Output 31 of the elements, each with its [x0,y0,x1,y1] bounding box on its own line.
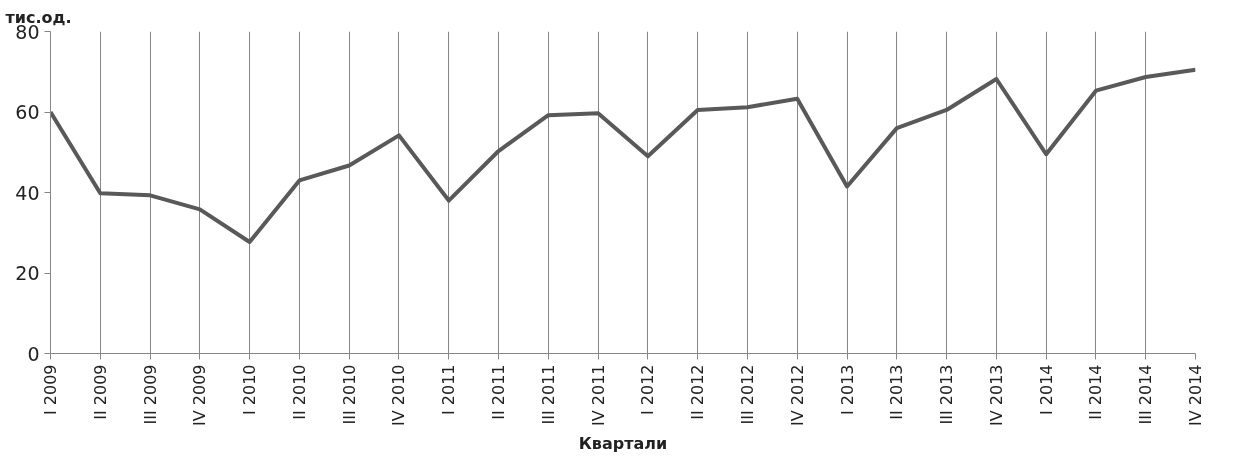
x-tick-label: III 2013 [937,364,957,425]
x-tick-label: I 2011 [439,364,459,416]
x-tick-label: III 2010 [339,364,359,425]
x-tick-label: I 2013 [837,364,857,416]
x-tick-label: II 2011 [489,364,509,420]
y-tick-label: 40 [15,181,40,204]
x-axis-title: Квартали [578,433,668,453]
y-tick-label: 20 [15,262,40,284]
x-tick-label: III 2011 [538,364,558,425]
y-tick-label: 0 [27,342,40,365]
y-tick-label: 60 [15,101,40,123]
x-tick-label: II 2010 [289,364,309,420]
x-tick-label: I 2014 [1036,364,1056,416]
x-tick-label: II 2009 [90,364,110,420]
x-tick-label: II 2012 [688,364,708,420]
x-tick-label: IV 2013 [986,364,1006,426]
y-axis-title: тис.од. [5,7,72,27]
x-tick-label: IV 2012 [787,364,807,426]
x-tick-label: IV 2014 [1186,364,1205,426]
x-tick-label: I 2009 [41,364,60,416]
x-tick-label: III 2014 [1136,364,1156,425]
x-tick-label: III 2012 [737,364,757,425]
x-tick-label: I 2010 [240,364,260,416]
x-tick-label: IV 2011 [588,364,608,426]
x-tick-label: I 2012 [638,364,658,416]
x-tick-label: III 2009 [140,364,160,425]
line-series [50,67,1196,245]
x-tick-label: II 2014 [1086,364,1106,420]
x-tick-label: IV 2009 [190,364,210,426]
x-tick-label: II 2013 [887,364,907,420]
x-tick-label: IV 2010 [389,364,409,426]
